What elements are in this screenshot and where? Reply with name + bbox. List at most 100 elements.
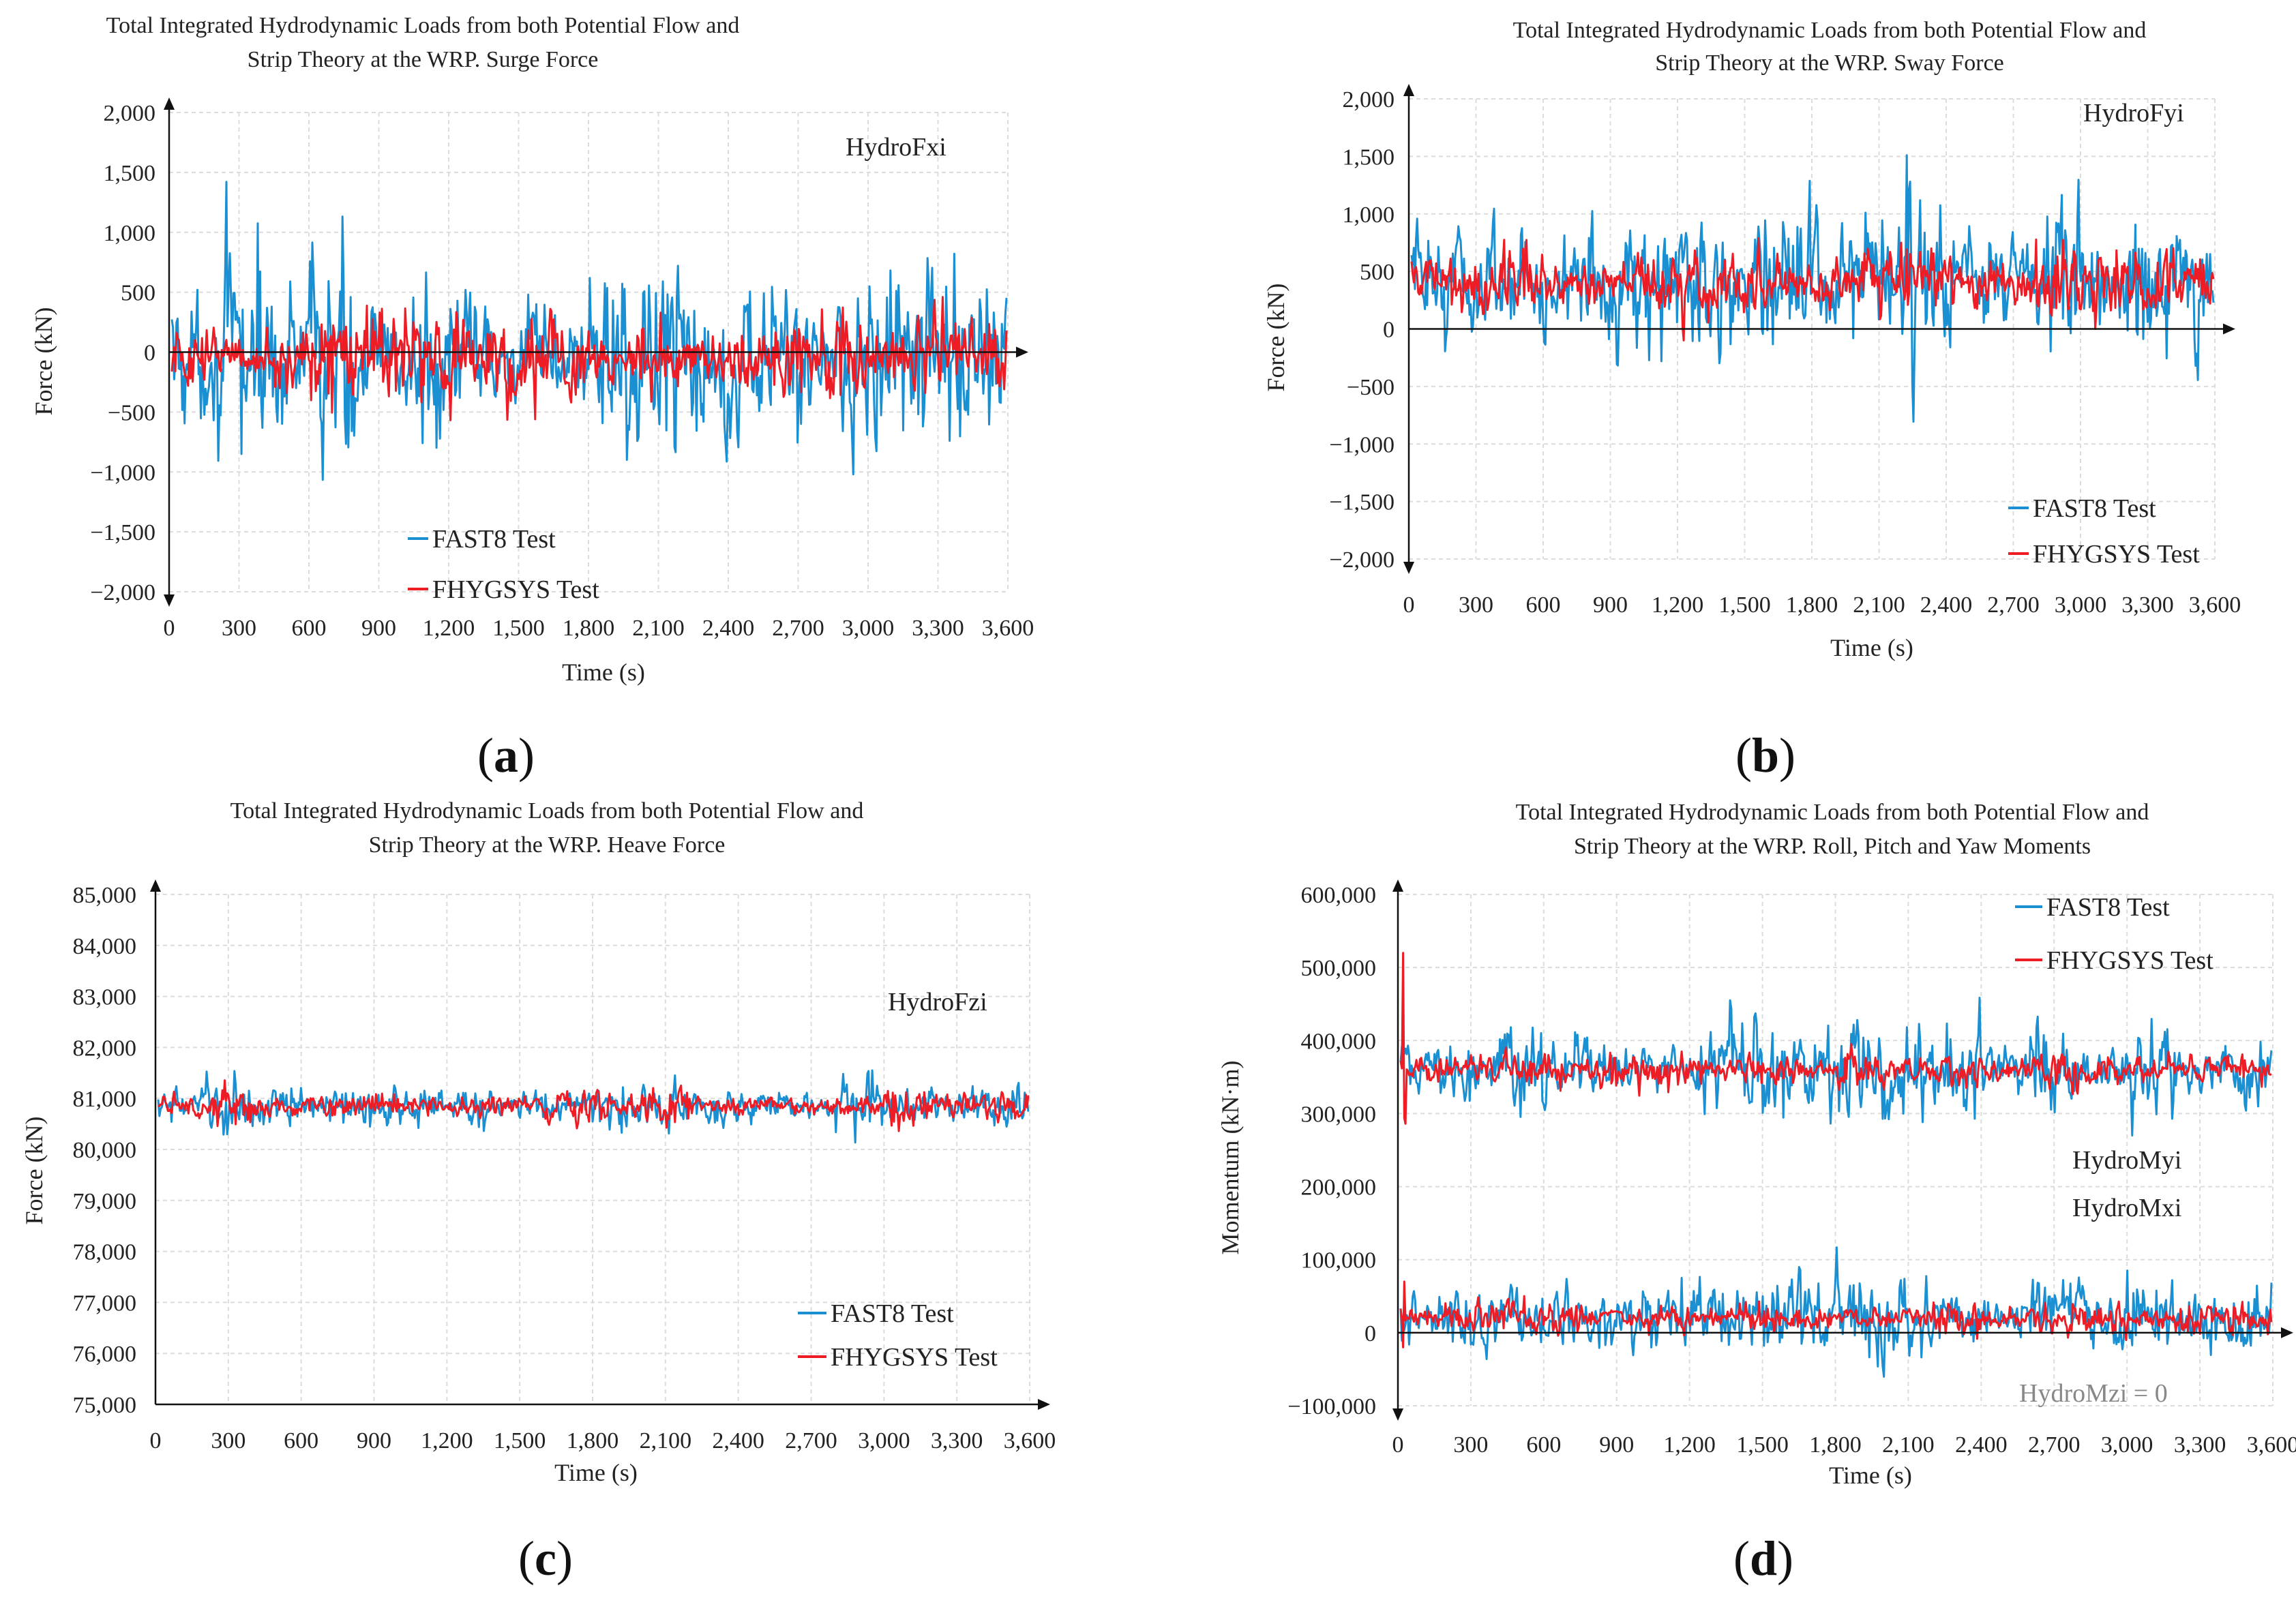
chart-c-title-2: Strip Theory at the WRP. Heave Force <box>369 832 726 858</box>
chart-c-ytick-label: 84,000 <box>73 934 137 959</box>
chart-d-title-2: Strip Theory at the WRP. Roll, Pitch and… <box>1574 834 2091 859</box>
chart-c-ytick-label: 83,000 <box>73 985 137 1010</box>
chart-b-xtick-label: 1,200 <box>1652 592 1704 618</box>
chart-d-ytick-label: 200,000 <box>1301 1175 1377 1201</box>
chart-c-ytick-label: 85,000 <box>73 883 137 908</box>
chart-a-ytick-label: −2,000 <box>90 580 155 605</box>
chart-d-xtick-label: 1,500 <box>1736 1432 1789 1458</box>
chart-c-ytick-label: 81,000 <box>73 1087 137 1112</box>
chart-c-ytick-label: 78,000 <box>73 1240 137 1265</box>
panel-label-a: (a) <box>477 728 535 783</box>
chart-b-ytick-label: 0 <box>1383 318 1395 343</box>
chart-b-ytick-label: 2,000 <box>1343 87 1395 112</box>
chart-b-ylabel: Force (kN) <box>1262 284 1289 392</box>
chart-d-xtick-label: 1,200 <box>1663 1432 1716 1458</box>
chart-d-annotation-hydromyi: HydroMyi <box>2072 1146 2181 1175</box>
chart-panel-b: Total Integrated Hydrodynamic Loads from… <box>1148 0 2295 799</box>
chart-a-xtick-label: 600 <box>292 616 327 641</box>
chart-b-xtick-label: 2,700 <box>1987 592 2040 618</box>
chart-d-ytick-label: 100,000 <box>1301 1248 1377 1273</box>
chart-b-title-1: Total Integrated Hydrodynamic Loads from… <box>1513 18 2147 43</box>
chart-b-ytick-label: 1,000 <box>1343 202 1395 228</box>
chart-b-x-arrow <box>2223 323 2235 335</box>
chart-c-ytick-label: 75,000 <box>73 1393 137 1418</box>
chart-d-ytick-label: 0 <box>1365 1321 1376 1346</box>
chart-c-ytick-label: 82,000 <box>73 1036 137 1061</box>
chart-b-ytick-label: 500 <box>1360 260 1395 285</box>
chart-c-ytick-label: 77,000 <box>73 1291 137 1316</box>
chart-c-y-arrow-top <box>150 879 161 892</box>
chart-b-series-fhygsys <box>1410 237 2215 342</box>
chart-c-xtick-label: 3,600 <box>1004 1428 1056 1453</box>
chart-c-xtick-label: 1,800 <box>567 1428 619 1453</box>
chart-d-xtick-label: 2,400 <box>1955 1432 2008 1458</box>
chart-d-y-arrow-bottom <box>1392 1408 1403 1421</box>
chart-c-xtick-label: 0 <box>150 1428 162 1453</box>
chart-b-xtick-label: 2,400 <box>1920 592 1973 618</box>
chart-d-svg: Total Integrated Hydrodynamic Loads from… <box>1217 800 2296 1586</box>
chart-b-xlabel: Time (s) <box>1830 634 1913 661</box>
chart-a-xtick-label: 1,500 <box>492 616 545 641</box>
chart-c-ytick-label: 79,000 <box>73 1189 137 1214</box>
chart-d-legend-fast8: FAST8 Test <box>2046 893 2170 922</box>
chart-a-xtick-label: 2,100 <box>632 616 685 641</box>
chart-b-xtick-label: 1,500 <box>1718 592 1771 618</box>
chart-a-xtick-label: 300 <box>222 616 256 641</box>
chart-c-xtick-label: 900 <box>357 1428 391 1453</box>
panel-label-b: (b) <box>1735 728 1795 783</box>
chart-d-series-fast8-hydromxi <box>1399 1246 2273 1378</box>
chart-c-ylabel: Force (kN) <box>20 1117 48 1225</box>
chart-panel-a: Total Integrated Hydrodynamic Loads from… <box>0 0 1148 799</box>
chart-c-xtick-label: 2,100 <box>640 1428 692 1453</box>
chart-d-xtick-label: 3,600 <box>2247 1432 2296 1458</box>
chart-c-xlabel: Time (s) <box>554 1459 638 1486</box>
chart-b-ytick-label: −2,000 <box>1329 547 1395 573</box>
chart-b-annotation-hydrofyi: HydroFyi <box>2083 99 2184 127</box>
chart-a-title-2: Strip Theory at the WRP. Surge Force <box>248 47 599 72</box>
chart-b-y-arrow-top <box>1403 84 1414 96</box>
chart-a-xtick-label: 0 <box>164 616 175 641</box>
chart-b-xtick-label: 1,800 <box>1786 592 1838 618</box>
chart-a-ytick-label: −1,500 <box>90 520 155 545</box>
chart-d-series-fast8-hydromyi <box>1399 997 2273 1137</box>
chart-c-svg: Total Integrated Hydrodynamic Loads from… <box>20 798 1056 1586</box>
chart-d-ytick-label: 300,000 <box>1301 1102 1377 1127</box>
chart-b-title-2: Strip Theory at the WRP. Sway Force <box>1655 50 2004 76</box>
chart-c-xtick-label: 300 <box>211 1428 245 1453</box>
chart-b-ytick-label: −1,500 <box>1329 490 1395 515</box>
chart-d-ytick-label: 600,000 <box>1301 883 1377 908</box>
chart-c-ytick-label: 76,000 <box>73 1342 137 1367</box>
chart-d-title-1: Total Integrated Hydrodynamic Loads from… <box>1516 800 2149 825</box>
chart-c-xtick-label: 600 <box>284 1428 318 1453</box>
chart-a-xtick-label: 3,300 <box>912 616 964 641</box>
chart-panel-d: Total Integrated Hydrodynamic Loads from… <box>1148 799 2296 1598</box>
chart-a-series-fhygsys <box>170 296 1008 421</box>
chart-d-ylabel: Momentum (kN·m) <box>1217 1061 1244 1255</box>
chart-a-ytick-label: 500 <box>121 281 155 306</box>
chart-c-xtick-label: 3,300 <box>931 1428 983 1453</box>
chart-b-xtick-label: 3,600 <box>2189 592 2241 618</box>
chart-d-xtick-label: 900 <box>1599 1432 1634 1458</box>
chart-d-x-arrow <box>2281 1327 2293 1338</box>
chart-a-y-arrow-top <box>164 97 175 110</box>
chart-b-xtick-label: 300 <box>1459 592 1493 618</box>
chart-d-xtick-label: 600 <box>1526 1432 1561 1458</box>
chart-c-xtick-label: 2,400 <box>712 1428 764 1453</box>
chart-a-ytick-label: −1,000 <box>90 460 155 485</box>
chart-b-svg: Total Integrated Hydrodynamic Loads from… <box>1262 18 2241 783</box>
chart-a-xtick-label: 1,200 <box>423 616 475 641</box>
chart-b-ytick-label: −500 <box>1347 375 1395 400</box>
chart-c-xtick-label: 2,700 <box>785 1428 837 1453</box>
chart-d-series-fhygsys-hydromxi <box>1399 1280 2273 1348</box>
chart-c-xtick-label: 3,000 <box>858 1428 910 1453</box>
chart-d-xlabel: Time (s) <box>1829 1462 1912 1489</box>
chart-b-legend-fhygsys: FHYGSYS Test <box>2033 540 2200 569</box>
chart-c-ytick-label: 80,000 <box>73 1138 137 1163</box>
chart-c-legend-fhygsys: FHYGSYS Test <box>831 1343 998 1372</box>
chart-a-svg: Total Integrated Hydrodynamic Loads from… <box>30 13 1034 783</box>
chart-c-xtick-label: 1,200 <box>421 1428 473 1453</box>
chart-d-xtick-label: 1,800 <box>1809 1432 1862 1458</box>
chart-b-xtick-label: 3,300 <box>2121 592 2174 618</box>
chart-b-xtick-label: 0 <box>1403 592 1415 618</box>
chart-a-xtick-label: 2,700 <box>772 616 824 641</box>
